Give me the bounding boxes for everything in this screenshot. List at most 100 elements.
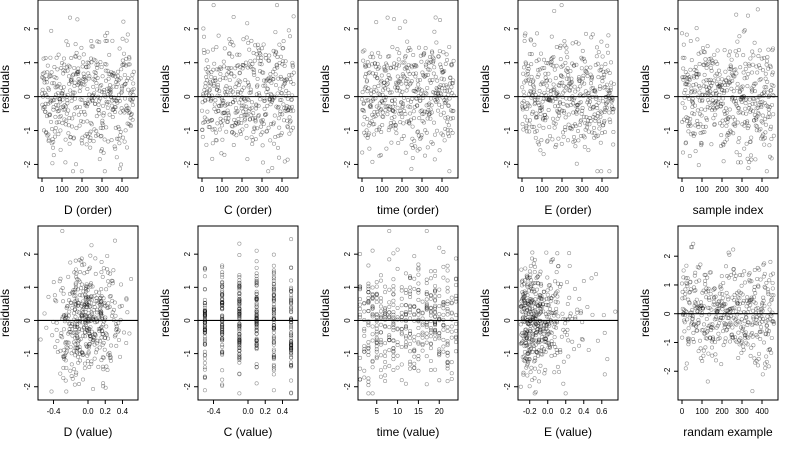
data-point [130,88,135,93]
data-point [227,77,232,82]
data-point [90,98,95,103]
data-point [412,276,417,281]
data-point [280,62,285,67]
data-point [379,130,384,135]
data-point [105,305,110,310]
data-point [407,45,412,50]
data-point [237,70,242,75]
data-point [286,108,291,113]
data-point [255,126,260,131]
data-point [215,93,220,98]
data-point [714,91,719,96]
data-point [62,107,67,112]
data-point [274,62,279,67]
data-point [520,122,525,127]
data-point [116,337,121,342]
data-point [107,89,112,94]
data-point [434,40,439,45]
data-point [706,286,711,291]
data-point [110,38,115,43]
data-point [570,101,575,106]
data-point [437,245,442,250]
data-point [395,74,400,79]
data-point [238,65,243,70]
data-point [753,291,758,296]
data-point [265,86,270,91]
data-point [698,300,703,305]
data-point [529,52,534,57]
data-point [243,116,248,121]
data-point [101,384,106,389]
data-point [276,116,281,121]
data-point [378,278,383,283]
data-point [64,365,69,370]
data-point [734,322,739,327]
data-point [751,118,756,123]
y-tick-label: -2 [663,367,672,375]
data-point [767,302,772,307]
data-point [587,95,592,100]
data-point [576,138,581,143]
data-point [368,54,373,59]
data-point [589,74,594,79]
data-point [366,340,371,345]
data-point [248,87,253,92]
data-point [413,71,418,76]
data-point [246,80,251,85]
data-point [568,81,573,86]
data-point [688,123,693,128]
data-point [382,80,387,85]
data-point [378,107,383,112]
data-point [589,276,594,281]
data-point [445,85,450,90]
data-point [401,104,406,109]
data-point [75,70,80,75]
data-point [274,50,279,55]
data-point [94,289,99,294]
x-tick-label: 0 [40,185,45,194]
data-point [427,112,432,117]
data-points [38,228,134,394]
data-point [585,304,590,309]
data-point [266,76,271,81]
data-point [380,88,385,93]
data-point [86,134,91,139]
data-point [91,57,96,62]
data-point [704,116,709,121]
data-point [92,127,97,132]
data-point [559,74,564,79]
data-point [701,322,706,327]
data-point [543,367,548,372]
data-point [208,118,213,123]
data-point [542,115,547,120]
data-point [412,88,417,93]
data-point [377,125,382,130]
data-point [409,166,414,171]
data-point [422,153,427,158]
y-tick-label: 0 [183,318,192,323]
data-point [372,61,377,66]
data-point [120,62,125,67]
data-point [734,71,739,76]
data-point [712,107,717,112]
data-point [581,133,586,138]
data-point [723,78,728,83]
data-point [80,263,85,268]
data-point [760,120,765,125]
data-point [749,157,754,162]
data-point [418,91,423,96]
data-point [77,89,82,94]
data-point [531,78,536,83]
data-point [86,327,91,332]
data-point [128,124,133,129]
data-point [407,111,412,116]
data-point [606,89,611,94]
data-point [368,103,373,108]
data-point [89,44,94,49]
data-point [93,101,98,106]
data-point [119,162,124,167]
data-point [75,309,80,314]
data-point [593,118,598,123]
data-point [532,129,537,134]
